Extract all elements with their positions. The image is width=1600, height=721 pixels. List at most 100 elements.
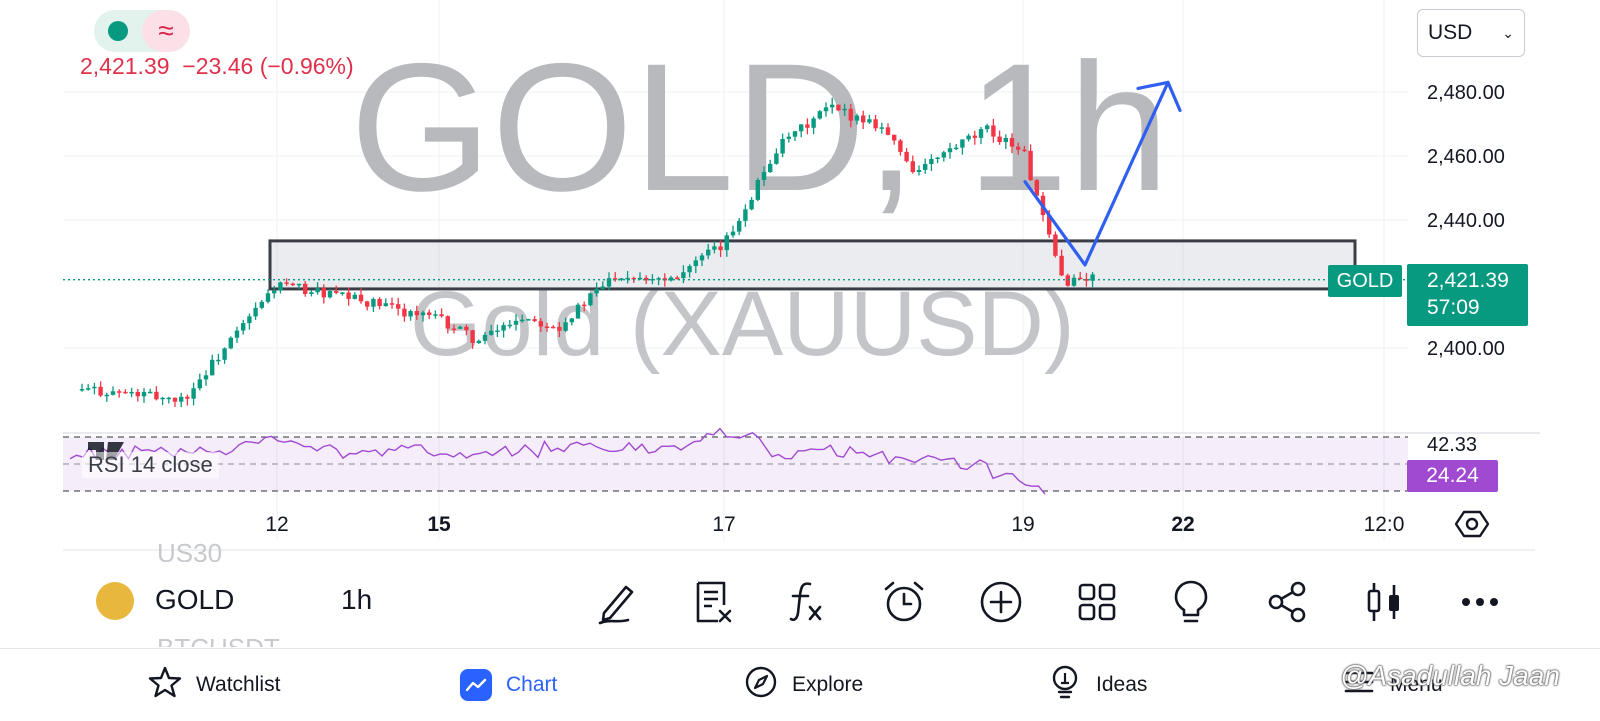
chart-type-button[interactable] bbox=[1358, 578, 1410, 630]
candle-body bbox=[805, 124, 810, 128]
candles-icon bbox=[1364, 579, 1404, 630]
candle-body bbox=[185, 396, 190, 399]
toolbar-interval[interactable]: 1h bbox=[341, 584, 373, 615]
grid-icon bbox=[1075, 580, 1119, 629]
candle-body bbox=[86, 388, 91, 390]
market-open-indicator[interactable] bbox=[94, 10, 142, 52]
indicators-button[interactable] bbox=[782, 578, 834, 630]
candle-body bbox=[811, 118, 816, 128]
candle-body bbox=[947, 148, 953, 153]
nav-explore[interactable]: Explore bbox=[744, 660, 863, 710]
candle-body bbox=[92, 386, 97, 389]
menu-icon bbox=[1342, 667, 1376, 703]
trend-arrow-drawing[interactable] bbox=[1023, 80, 1170, 267]
candle-body bbox=[613, 278, 618, 280]
candle-body bbox=[941, 152, 946, 158]
candle-body bbox=[1078, 277, 1083, 280]
candle-body bbox=[402, 308, 407, 317]
symbol-price-tag: GOLD bbox=[1328, 265, 1402, 297]
candle-body bbox=[470, 330, 475, 343]
candle-body bbox=[1059, 255, 1064, 276]
candle-body bbox=[991, 125, 996, 137]
alarm-clock-icon bbox=[881, 579, 927, 630]
candle-body bbox=[755, 180, 760, 200]
author-credit: @Asadullah Jaan bbox=[1340, 660, 1560, 691]
candle-body bbox=[79, 389, 85, 391]
candle-body bbox=[352, 294, 357, 299]
candle-body bbox=[396, 304, 401, 309]
nav-watchlist[interactable]: Watchlist bbox=[148, 660, 280, 710]
candle-body bbox=[1034, 180, 1039, 196]
candle-body bbox=[1003, 137, 1008, 143]
nav-menu[interactable]: Menu bbox=[1342, 660, 1443, 710]
axis-settings-icon[interactable] bbox=[1454, 508, 1490, 545]
candle-body bbox=[892, 134, 897, 141]
layouts-button[interactable] bbox=[1071, 578, 1123, 630]
candle-body bbox=[929, 158, 934, 164]
star-icon bbox=[148, 665, 182, 705]
candle-body bbox=[668, 277, 674, 281]
price-change-percent: (−0.96%) bbox=[259, 53, 354, 79]
bar-countdown: 57:09 bbox=[1427, 296, 1480, 319]
candle-body bbox=[600, 286, 605, 289]
candle-body bbox=[526, 319, 531, 321]
candle-body bbox=[637, 277, 643, 280]
rsi-legend[interactable]: RSI 14 close bbox=[82, 452, 219, 478]
chart-mode-toggle[interactable]: ≈ bbox=[94, 10, 190, 52]
time-axis-label: 19 bbox=[1011, 513, 1034, 536]
add-button[interactable] bbox=[975, 578, 1027, 630]
candle-body bbox=[241, 323, 246, 331]
candle-body bbox=[445, 316, 450, 329]
candle-body bbox=[495, 330, 500, 333]
clear-drawings-button[interactable] bbox=[688, 578, 740, 630]
candle-body bbox=[842, 108, 847, 111]
more-dots-icon bbox=[1460, 595, 1500, 613]
candle-body bbox=[879, 127, 884, 129]
nav-chart[interactable]: Chart bbox=[460, 660, 557, 710]
currency-value: USD bbox=[1428, 21, 1473, 44]
candle-body bbox=[389, 303, 395, 305]
rsi-upper-label: 42.33 bbox=[1427, 434, 1477, 456]
candle-body bbox=[166, 397, 171, 400]
candle-body bbox=[730, 231, 736, 236]
candle-body bbox=[693, 260, 698, 267]
candle-body bbox=[327, 291, 333, 298]
price-axis-label: 2,460.00 bbox=[1427, 146, 1505, 168]
gold-coin-icon bbox=[96, 582, 134, 620]
toolbar-symbol[interactable]: GOLD bbox=[155, 584, 235, 615]
wave-icon[interactable]: ≈ bbox=[142, 10, 190, 52]
candle-body bbox=[489, 330, 494, 335]
chevron-down-icon: ⌄ bbox=[1502, 24, 1514, 41]
share-button[interactable] bbox=[1262, 578, 1314, 630]
ideas-tool-button[interactable] bbox=[1165, 578, 1217, 630]
support-zone-rectangle[interactable] bbox=[268, 239, 1357, 291]
more-button[interactable] bbox=[1454, 578, 1506, 630]
nav-watchlist-label: Watchlist bbox=[196, 673, 281, 696]
candle-body bbox=[303, 283, 308, 294]
price-change: −23.46 bbox=[182, 53, 254, 79]
candle-body bbox=[712, 246, 717, 250]
candle-body bbox=[154, 391, 159, 400]
candle-body bbox=[830, 104, 835, 108]
candle-body bbox=[420, 312, 426, 316]
nav-ideas[interactable]: Ideas bbox=[1048, 660, 1147, 710]
candle-body bbox=[954, 147, 959, 150]
rsi-line bbox=[69, 427, 1046, 495]
candle-body bbox=[823, 107, 829, 112]
candle-body bbox=[972, 135, 977, 138]
candle-body bbox=[718, 246, 723, 251]
candle-body bbox=[371, 298, 376, 307]
last-price-tag: 2,421.39 57:09 bbox=[1407, 264, 1528, 326]
candle-body bbox=[98, 386, 103, 396]
candle-body bbox=[966, 135, 971, 140]
candle-body bbox=[706, 249, 711, 256]
currency-select[interactable]: USD ⌄ bbox=[1417, 9, 1525, 57]
candle-body bbox=[520, 319, 525, 322]
draw-tool-button[interactable] bbox=[592, 578, 644, 630]
alert-button[interactable] bbox=[878, 578, 930, 630]
time-axis-label: 12 bbox=[265, 513, 288, 536]
chart-icon bbox=[460, 669, 492, 701]
candle-body bbox=[179, 396, 184, 402]
candle-body bbox=[110, 391, 116, 395]
